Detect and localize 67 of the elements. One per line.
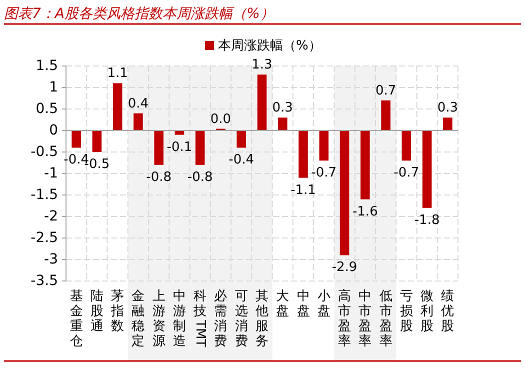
x-tick-label: 低市盈率 — [379, 289, 392, 349]
data-label: -0.7 — [311, 166, 337, 181]
data-label: 0.4 — [128, 96, 149, 112]
x-tick-label: 大盘 — [276, 289, 290, 319]
bar — [381, 100, 390, 130]
bar — [422, 130, 432, 208]
data-label: -0.8 — [146, 170, 172, 185]
y-tick-label: -2 — [44, 208, 58, 224]
x-tick-label: 科技TMT — [192, 289, 208, 348]
x-tick-label: 上游资源 — [152, 289, 166, 349]
bar — [72, 130, 81, 148]
bar — [112, 83, 122, 130]
x-tick-label: 陆股通 — [90, 289, 104, 334]
data-label: -0.7 — [394, 166, 420, 181]
x-tick-label: 必需消费 — [214, 289, 228, 349]
data-label: -0.8 — [187, 170, 213, 185]
bar — [195, 130, 205, 165]
y-tick-label: 1 — [49, 80, 58, 96]
bar — [92, 130, 102, 152]
y-tick-label: -3 — [44, 252, 58, 268]
x-tick-label: 茅指数 — [110, 289, 124, 334]
data-label: -1.1 — [290, 182, 316, 198]
y-tick-label: -1.5 — [30, 187, 58, 203]
y-tick-label: 1.5 — [36, 58, 58, 74]
x-tick-label: 绩优股 — [441, 289, 454, 334]
bar — [360, 130, 370, 200]
data-label: -0.4 — [228, 152, 254, 168]
y-tick-label: -1 — [44, 166, 58, 182]
y-tick-label: 0 — [49, 122, 58, 138]
bar — [298, 130, 308, 178]
x-tick-label: 小盘 — [317, 289, 330, 319]
data-label: 0.3 — [437, 100, 458, 116]
x-tick-label: 中盘 — [296, 289, 310, 319]
x-tick-label: 中市盈率 — [358, 289, 372, 349]
chart-title: 图表7：A股各类风格指数本周涨跌幅（%） — [4, 6, 274, 22]
bar — [257, 74, 267, 130]
data-label: -0.1 — [166, 140, 192, 155]
bar — [319, 130, 329, 161]
bar — [174, 130, 184, 135]
data-label: 0.3 — [272, 100, 293, 116]
y-tick-label: -3.5 — [30, 273, 58, 289]
data-label: -1.6 — [352, 204, 378, 220]
data-label: 1.3 — [252, 58, 272, 73]
x-tick-label: 可选消费 — [234, 289, 248, 349]
x-tick-label: 金融稳定 — [132, 289, 145, 349]
legend-label: 本周涨跌幅（%） — [218, 38, 322, 54]
bar — [278, 118, 288, 130]
y-tick-label: -0.5 — [30, 144, 58, 160]
x-tick-label: 中游制造 — [172, 289, 186, 349]
bar — [340, 130, 350, 256]
bar — [402, 130, 412, 161]
x-tick-label: 亏损股 — [400, 289, 413, 334]
x-tick-label: 高市盈率 — [338, 288, 352, 349]
bar — [134, 113, 143, 130]
bar — [236, 130, 246, 148]
data-label: 0.7 — [375, 83, 396, 98]
y-tick-label: -2.5 — [30, 230, 58, 246]
x-tick-label: 基金重仓 — [70, 289, 83, 349]
bar — [443, 118, 452, 130]
y-tick-label: 0.5 — [36, 101, 58, 117]
data-label: -1.8 — [414, 212, 440, 228]
bar — [154, 130, 164, 165]
data-label: -2.9 — [332, 260, 358, 276]
x-tick-label: 微利股 — [420, 289, 434, 334]
data-label: 1.1 — [107, 66, 128, 82]
data-label: 0.0 — [210, 112, 232, 127]
x-tick-label: 其他服务 — [256, 289, 268, 349]
